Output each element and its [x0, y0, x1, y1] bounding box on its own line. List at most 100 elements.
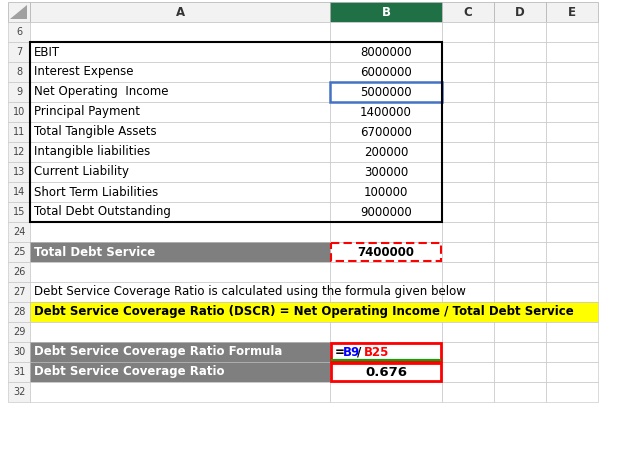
Bar: [442, 2, 494, 22]
Bar: [30, 42, 330, 62]
Bar: [330, 42, 442, 62]
Text: Net Operating  Income: Net Operating Income: [34, 85, 169, 98]
Bar: [8, 82, 30, 102]
Text: 10: 10: [13, 107, 25, 117]
Bar: [30, 342, 330, 362]
Bar: [442, 282, 494, 302]
Bar: [30, 22, 330, 42]
Text: 7: 7: [16, 47, 22, 57]
Text: B25: B25: [364, 346, 389, 359]
Bar: [8, 42, 30, 62]
Text: 26: 26: [13, 267, 25, 277]
Bar: [330, 322, 442, 342]
Bar: [494, 42, 546, 62]
Bar: [494, 382, 546, 402]
Bar: [8, 62, 30, 82]
Bar: [546, 142, 598, 162]
Bar: [546, 22, 598, 42]
Bar: [30, 62, 330, 82]
Bar: [30, 262, 330, 282]
Bar: [494, 222, 546, 242]
Text: 15: 15: [13, 207, 25, 217]
Text: 9: 9: [16, 87, 22, 97]
Text: D: D: [515, 6, 525, 18]
Bar: [442, 262, 494, 282]
Bar: [546, 382, 598, 402]
Bar: [442, 62, 494, 82]
Bar: [546, 242, 598, 262]
Bar: [546, 282, 598, 302]
Text: 27: 27: [13, 287, 25, 297]
Bar: [30, 282, 330, 302]
Bar: [330, 162, 442, 182]
Bar: [330, 102, 442, 122]
Bar: [494, 142, 546, 162]
Text: EBIT: EBIT: [34, 45, 60, 59]
Bar: [8, 162, 30, 182]
Bar: [546, 162, 598, 182]
Bar: [30, 302, 598, 322]
Bar: [8, 242, 30, 262]
Text: A: A: [176, 6, 185, 18]
Bar: [546, 362, 598, 382]
Text: 100000: 100000: [364, 186, 408, 199]
Text: 7400000: 7400000: [357, 245, 415, 259]
Bar: [330, 82, 442, 102]
Bar: [330, 222, 442, 242]
Bar: [494, 342, 546, 362]
Bar: [8, 262, 30, 282]
Bar: [330, 2, 442, 22]
Bar: [494, 182, 546, 202]
Bar: [30, 42, 442, 222]
Text: 13: 13: [13, 167, 25, 177]
Text: Interest Expense: Interest Expense: [34, 66, 133, 79]
Bar: [494, 2, 546, 22]
Bar: [330, 62, 442, 82]
Text: Debt Service Coverage Ratio (DSCR) = Net Operating Income / Total Debt Service: Debt Service Coverage Ratio (DSCR) = Net…: [34, 305, 574, 318]
Bar: [8, 342, 30, 362]
Bar: [30, 82, 330, 102]
Bar: [546, 102, 598, 122]
Text: /: /: [357, 346, 362, 359]
Bar: [494, 202, 546, 222]
Text: 6700000: 6700000: [360, 126, 412, 139]
Bar: [442, 42, 494, 62]
Bar: [330, 382, 442, 402]
Text: Principal Payment: Principal Payment: [34, 105, 140, 118]
Bar: [8, 222, 30, 242]
Bar: [546, 2, 598, 22]
Bar: [8, 122, 30, 142]
Bar: [30, 242, 330, 262]
Text: Debt Service Coverage Ratio is calculated using the formula given below: Debt Service Coverage Ratio is calculate…: [34, 286, 466, 298]
Bar: [494, 242, 546, 262]
Text: B: B: [381, 6, 391, 18]
Text: Intangible liabilities: Intangible liabilities: [34, 146, 150, 158]
Bar: [8, 282, 30, 302]
Bar: [494, 282, 546, 302]
Text: Current Liability: Current Liability: [34, 165, 129, 178]
Bar: [442, 162, 494, 182]
Text: 12: 12: [13, 147, 25, 157]
Bar: [442, 102, 494, 122]
Bar: [546, 82, 598, 102]
Bar: [30, 182, 330, 202]
Text: Debt Service Coverage Ratio: Debt Service Coverage Ratio: [34, 365, 224, 378]
Bar: [442, 222, 494, 242]
Bar: [330, 362, 442, 382]
Bar: [330, 262, 442, 282]
Bar: [442, 142, 494, 162]
Bar: [442, 362, 494, 382]
Text: 300000: 300000: [364, 165, 408, 178]
Bar: [546, 62, 598, 82]
Bar: [330, 242, 442, 262]
Bar: [494, 362, 546, 382]
Bar: [330, 22, 442, 42]
Text: 0.676: 0.676: [365, 365, 407, 378]
Text: 6000000: 6000000: [360, 66, 412, 79]
Bar: [30, 162, 330, 182]
Bar: [8, 382, 30, 402]
Text: 24: 24: [13, 227, 25, 237]
Bar: [546, 262, 598, 282]
Text: 25: 25: [13, 247, 25, 257]
Text: 8: 8: [16, 67, 22, 77]
